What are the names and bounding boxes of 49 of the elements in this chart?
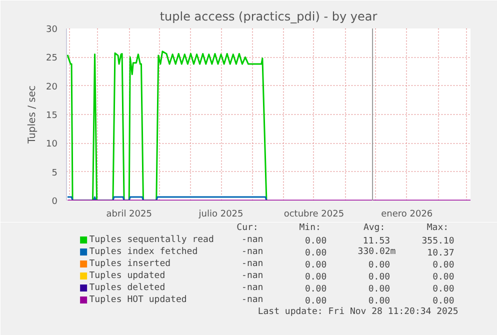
y-tick-label: 15	[46, 111, 58, 121]
legend-label: Tuples deleted	[89, 283, 166, 293]
x-tick-label: enero 2026	[381, 210, 433, 220]
text: 355.10	[422, 236, 454, 246]
text: 0.00	[368, 284, 390, 294]
y-tick-label: 0	[52, 197, 58, 207]
text: 0.00	[304, 260, 327, 270]
text: -nan	[242, 235, 264, 245]
text: -nan	[242, 283, 264, 293]
text: 0.00	[432, 260, 454, 270]
text: Min:	[299, 223, 321, 233]
chart-title: tuple access (practics_pdi) - by year	[160, 10, 378, 24]
y-tick-label: 20	[46, 82, 58, 92]
legend-label: Tuples index fetched	[89, 247, 198, 257]
y-axis-title: Tuples / sec	[27, 85, 38, 144]
x-tick-label: julio 2025	[198, 210, 244, 220]
y-tick-label: 5	[52, 168, 58, 178]
text: 0.00	[368, 260, 390, 270]
line-series	[66, 50, 268, 200]
text: 10.37	[427, 248, 454, 258]
text: 0.00	[304, 272, 327, 282]
text: 0.00	[432, 284, 454, 294]
legend-label: Tuples updated	[89, 271, 166, 281]
text: -nan	[242, 259, 264, 269]
text: 11.53	[362, 236, 390, 246]
text: -nan	[242, 295, 264, 305]
text: 0.00	[304, 248, 327, 258]
text: -nan	[242, 271, 264, 281]
text: Last update: Fri Nov 28 11:20:34 2025	[258, 307, 458, 317]
text: 0.00	[304, 296, 327, 306]
x-tick-label: octubre 2025	[284, 210, 344, 220]
text: Cur:	[236, 223, 258, 233]
y-tick-label: 30	[46, 25, 58, 35]
y-tick-label: 25	[46, 54, 58, 64]
legend-label: Tuples inserted	[89, 259, 171, 269]
text: Avg:	[363, 223, 386, 233]
text: Max:	[426, 223, 449, 233]
legend-label: Tuples sequentally read	[89, 235, 214, 245]
text: 0.00	[368, 272, 390, 282]
y-tick-label: 10	[46, 140, 58, 150]
text: 0.00	[368, 296, 390, 306]
text: 0.00	[304, 284, 327, 294]
text: -nan	[242, 247, 264, 257]
x-tick-label: abril 2025	[106, 210, 152, 220]
legend-label: Tuples HOT updated	[89, 295, 187, 305]
text: 0.00	[304, 236, 327, 246]
text: 0.00	[432, 272, 454, 282]
text: 330.02m	[358, 247, 396, 257]
text: 0.00	[432, 296, 454, 306]
